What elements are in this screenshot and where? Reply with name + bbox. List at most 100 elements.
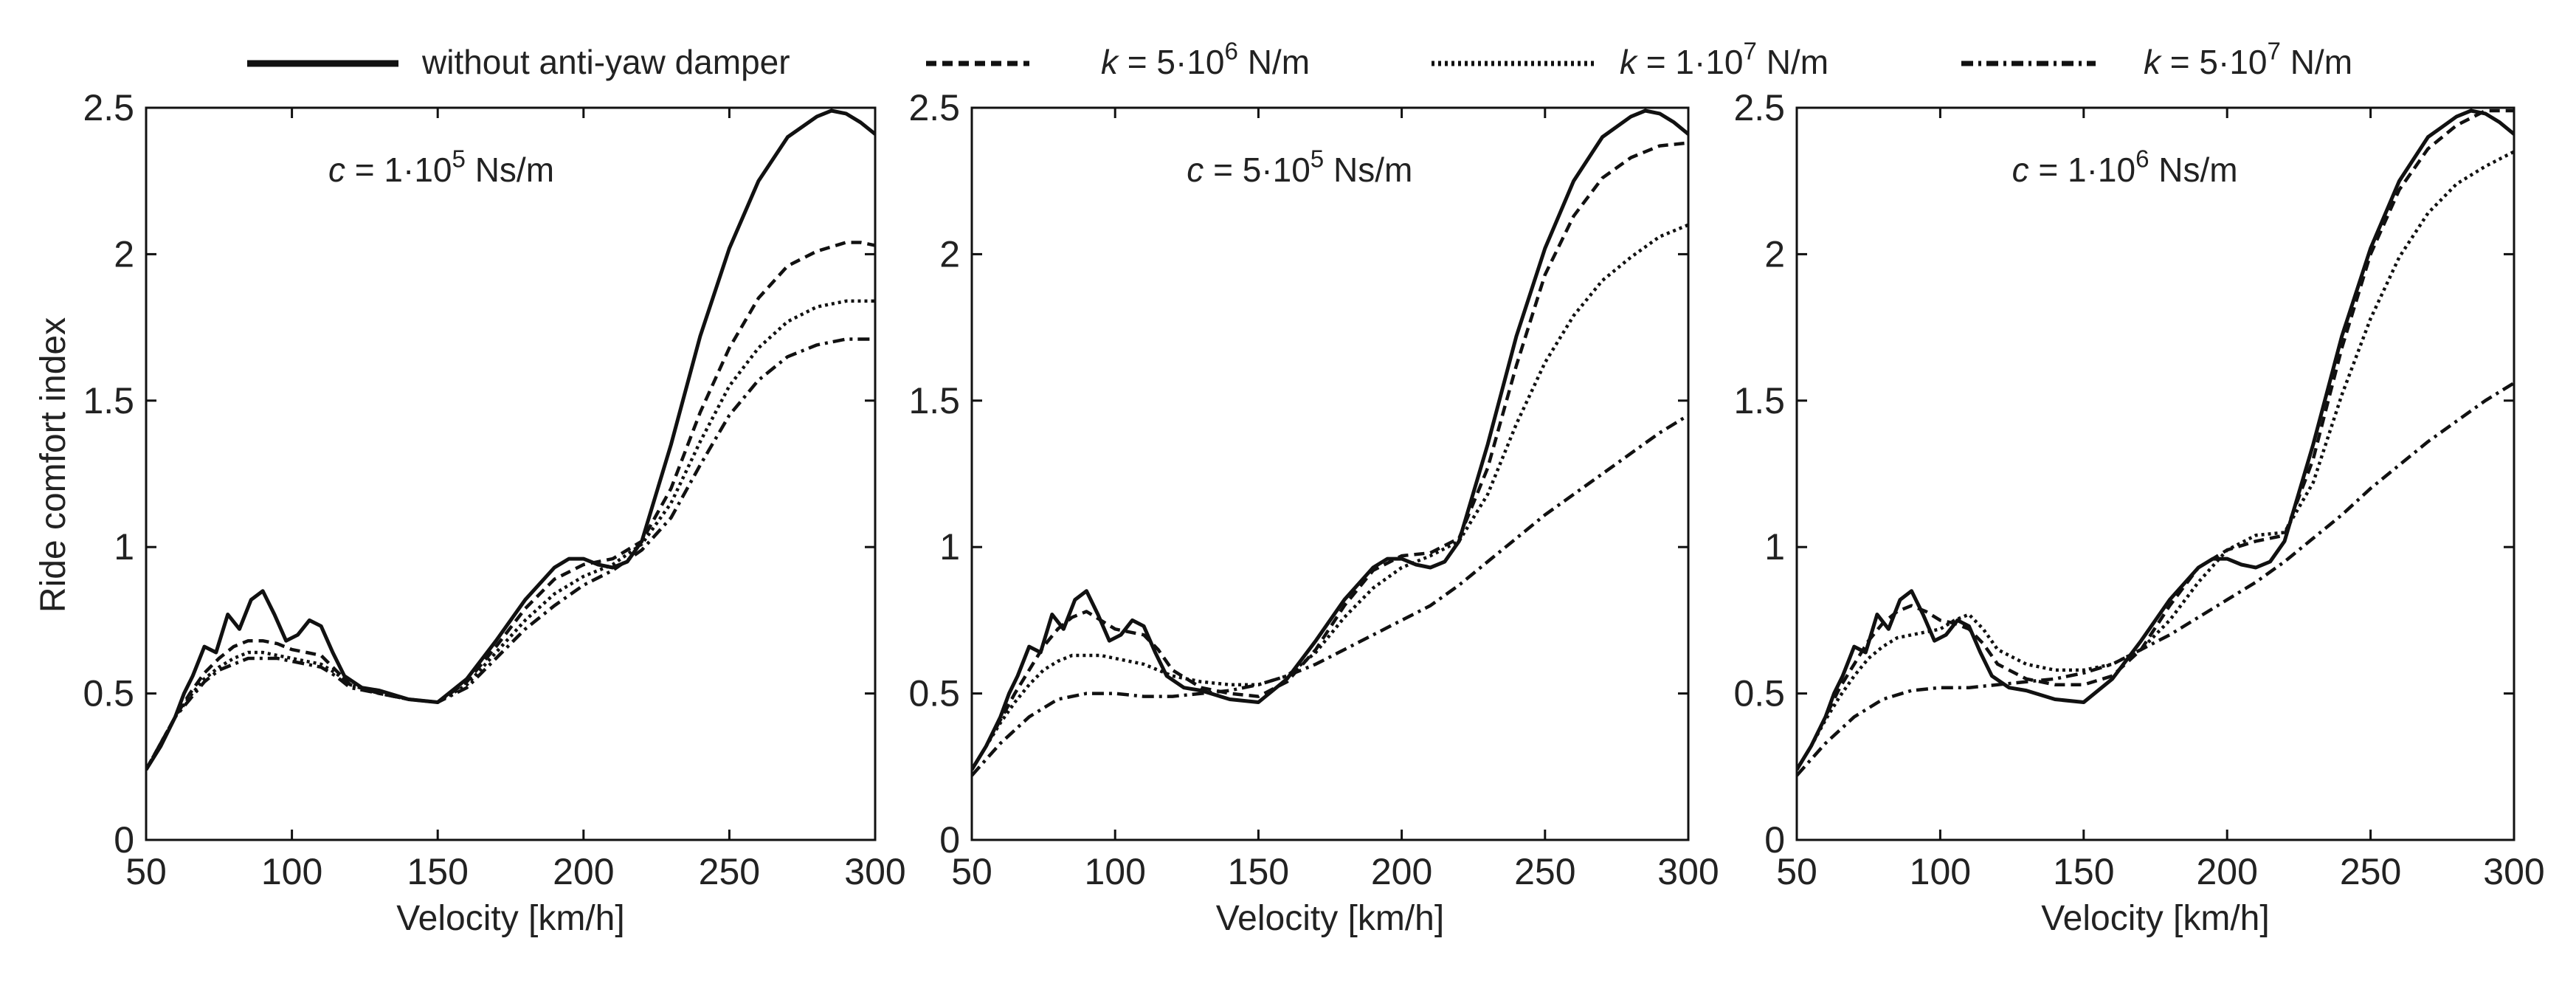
y-tick-label: 1.5 xyxy=(908,380,960,421)
series-line-dashed xyxy=(1797,108,2514,771)
plot-frame xyxy=(970,106,1690,841)
x-tick-label: 300 xyxy=(1657,851,1719,892)
y-tick-label: 0.5 xyxy=(1733,673,1785,714)
x-tick-label: 50 xyxy=(951,851,992,892)
x-tick-label: 100 xyxy=(1084,851,1145,892)
y-tick-label: 2 xyxy=(114,233,134,275)
damping-annotation-exponent: 5 xyxy=(1311,146,1324,173)
series-group xyxy=(972,108,1688,777)
x-axis-label: Velocity [km/h] xyxy=(2041,899,2269,938)
damping-annotation-unit: Ns/m xyxy=(1324,151,1412,189)
y-tick-label: 0 xyxy=(939,819,960,861)
series-line-dashed xyxy=(146,241,875,771)
y-tick-label: 2 xyxy=(1764,233,1785,275)
legend-label-2-symbol: k xyxy=(1620,43,1638,81)
legend-label-1-exponent: 6 xyxy=(1225,38,1238,66)
legend-label-2-exponent: 7 xyxy=(1744,38,1757,66)
x-tick-label: 100 xyxy=(261,851,322,892)
x-tick-label: 200 xyxy=(2196,851,2257,892)
damping-annotation-unit: Ns/m xyxy=(466,151,554,189)
legend: without anti-yaw damper k = 5·106 N/m k = … xyxy=(247,38,2352,81)
damping-annotation-exponent: 6 xyxy=(2135,146,2149,173)
x-tick-label: 300 xyxy=(844,851,905,892)
legend-label-3-unit: N/m xyxy=(2281,43,2352,81)
y-tick-label: 2.5 xyxy=(1733,87,1785,128)
plot-frame xyxy=(145,106,877,841)
chart-panel-2: 50 100 150 200 250 300 0 0.5 1 1.5 2 2.5 Velocity [k… xyxy=(908,87,1719,938)
y-tick-label: 0.5 xyxy=(908,673,960,714)
legend-item-3: k = 5·107 N/m xyxy=(1961,38,2352,81)
legend-label-3-exponent: 7 xyxy=(2268,38,2281,66)
damping-annotation: c = 1·106 Ns/m xyxy=(2012,146,2238,189)
plot-frame xyxy=(1795,106,2515,841)
legend-label-2-value: = 1·10 xyxy=(1637,43,1744,81)
y-tick-label: 0.5 xyxy=(83,673,134,714)
y-tick-label: 1 xyxy=(1764,526,1785,568)
legend-label-2-unit: N/m xyxy=(1757,43,1829,81)
series-line-dotted xyxy=(146,299,875,771)
series-group xyxy=(1797,108,2514,777)
y-tick-label: 1.5 xyxy=(83,380,134,421)
x-tick-label: 250 xyxy=(699,851,760,892)
y-tick-label: 0 xyxy=(1764,819,1785,861)
legend-label-1: k = 5·106 N/m xyxy=(1101,38,1310,81)
series-line-solid xyxy=(146,108,875,771)
chart-panel-3: 50 100 150 200 250 300 0 0.5 1 1.5 2 2.5 Velocity [k… xyxy=(1733,87,2544,938)
x-tick-label: 200 xyxy=(553,851,614,892)
x-tick-label: 200 xyxy=(1371,851,1432,892)
damping-annotation: c = 1·105 Ns/m xyxy=(328,146,554,189)
legend-label-0: without anti-yaw damper xyxy=(421,43,790,81)
series-line-dashdot xyxy=(146,337,875,771)
series-line-dashdot xyxy=(1797,382,2514,777)
x-tick-label: 50 xyxy=(125,851,167,892)
legend-item-0: without anti-yaw damper xyxy=(247,43,790,81)
x-tick-label: 50 xyxy=(1776,851,1817,892)
y-tick-label: 1 xyxy=(114,526,134,568)
x-tick-label: 100 xyxy=(1910,851,1971,892)
x-axis-label: Velocity [km/h] xyxy=(1216,899,1444,938)
series-group xyxy=(146,108,875,771)
damping-annotation-value: = 1·10 xyxy=(345,151,452,189)
damping-annotation-unit: Ns/m xyxy=(2149,151,2238,189)
legend-label-0-text: without anti-yaw damper xyxy=(421,43,790,81)
series-line-solid xyxy=(1797,108,2514,771)
x-tick-label: 150 xyxy=(407,851,468,892)
damping-annotation-symbol: c xyxy=(2012,151,2029,189)
series-line-dashed xyxy=(972,141,1688,771)
damping-annotation-exponent: 5 xyxy=(452,146,466,173)
legend-label-1-unit: N/m xyxy=(1238,43,1310,81)
legend-item-2: k = 1·107 N/m xyxy=(1432,38,1829,81)
damping-annotation-value: = 5·10 xyxy=(1204,151,1311,189)
legend-label-2: k = 1·107 N/m xyxy=(1620,38,1829,81)
y-axis-label: Ride comfort index xyxy=(34,317,73,613)
legend-item-1: k = 5·106 N/m xyxy=(926,38,1310,81)
legend-label-3: k = 5·107 N/m xyxy=(2144,38,2352,81)
series-line-dashdot xyxy=(972,413,1688,777)
x-tick-label: 250 xyxy=(2340,851,2401,892)
series-line-solid xyxy=(972,108,1688,771)
legend-label-1-value: = 5·10 xyxy=(1118,43,1225,81)
legend-label-1-symbol: k xyxy=(1101,43,1119,81)
x-tick-label: 150 xyxy=(1228,851,1289,892)
x-tick-label: 300 xyxy=(2483,851,2544,892)
y-tick-label: 1 xyxy=(939,526,960,568)
x-tick-label: 150 xyxy=(2053,851,2114,892)
x-tick-label: 250 xyxy=(1514,851,1575,892)
series-line-dotted xyxy=(972,223,1688,771)
damping-annotation-symbol: c xyxy=(328,151,345,189)
y-tick-label: 0 xyxy=(114,819,134,861)
legend-label-3-symbol: k xyxy=(2144,43,2162,81)
series-line-dotted xyxy=(1797,150,2514,771)
damping-annotation: c = 5·105 Ns/m xyxy=(1187,146,1412,189)
damping-annotation-symbol: c xyxy=(1187,151,1204,189)
x-axis-label: Velocity [km/h] xyxy=(396,899,624,938)
chart-panel-1: 50 100 150 200 250 300 0 0.5 1 1.5 2 2.5 Velocity [k… xyxy=(83,87,905,938)
y-tick-label: 1.5 xyxy=(1733,380,1785,421)
y-tick-label: 2 xyxy=(939,233,960,275)
y-tick-label: 2.5 xyxy=(83,87,134,128)
legend-label-3-value: = 5·10 xyxy=(2161,43,2268,81)
damping-annotation-value: = 1·10 xyxy=(2029,151,2136,189)
y-tick-label: 2.5 xyxy=(908,87,960,128)
